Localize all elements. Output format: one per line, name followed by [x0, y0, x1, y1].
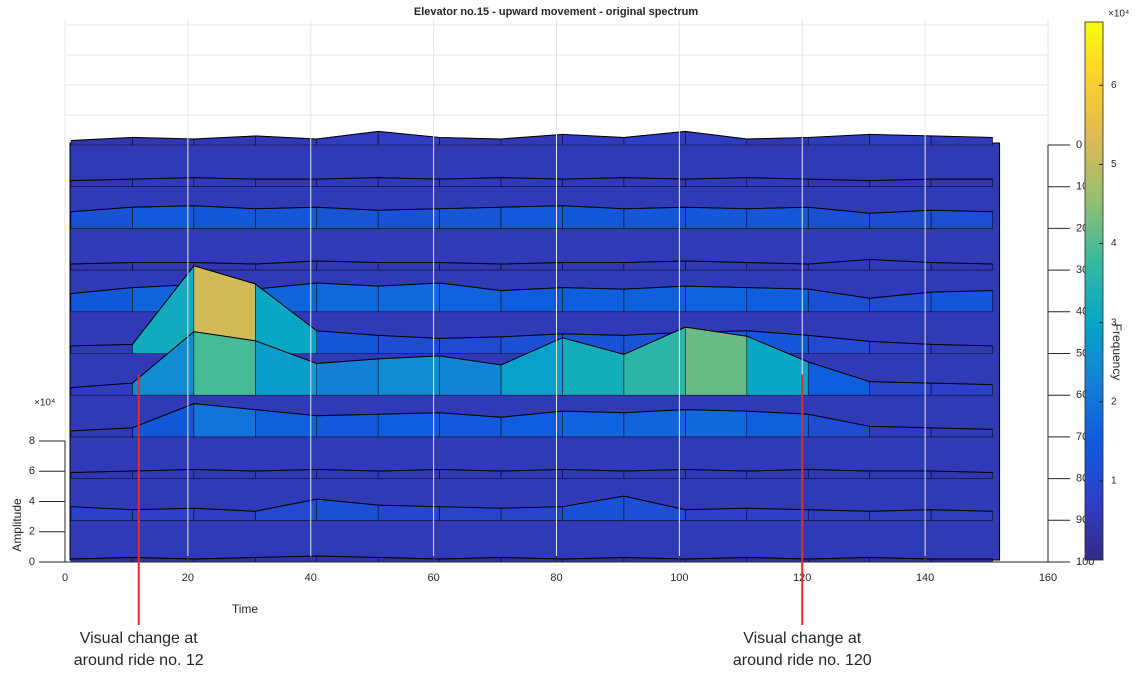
surface-patch [193, 331, 256, 396]
colorbar-tick-label: 2 [1111, 396, 1117, 407]
annotation-text: Visual change at [80, 630, 199, 647]
z-exponent: ×10⁴ [34, 398, 55, 409]
y-axis-label: Frequency [1110, 324, 1124, 381]
surface-row-line [70, 495, 993, 512]
surface-patch [685, 507, 748, 521]
surface-patch [439, 506, 502, 521]
y-tick-label: 0 [1076, 139, 1082, 151]
surface-patch [439, 336, 502, 354]
surface-patch [132, 205, 195, 229]
surface-patch [930, 290, 993, 313]
surface-patch [869, 381, 932, 396]
z-tick-label: 6 [29, 465, 35, 477]
annotation-text: around ride no. 120 [733, 652, 872, 669]
surface-patch [623, 206, 686, 229]
surface-patch [377, 355, 440, 396]
surface-patch [439, 206, 502, 229]
colorbar-tick-label: 5 [1111, 159, 1117, 170]
surface-patch [377, 282, 440, 313]
z-tick-label: 2 [29, 526, 35, 538]
surface-patch [623, 285, 686, 313]
surface-patch [255, 206, 318, 229]
surface-patch [685, 285, 748, 313]
x-tick-label: 100 [670, 572, 688, 584]
z-tick-label: 4 [29, 495, 35, 507]
surface-patch [562, 287, 625, 313]
surface-patch [562, 410, 625, 438]
surface-row-line [70, 130, 993, 141]
surface-row-line [70, 403, 993, 432]
x-axis-label: Time [232, 602, 259, 616]
surface-row-line [70, 469, 993, 474]
x-tick-label: 60 [428, 572, 440, 584]
x-tick-label: 0 [62, 572, 68, 584]
surface-patch [500, 287, 563, 313]
surface-patch [746, 507, 809, 521]
surface-patch [316, 358, 379, 396]
surface-patch [746, 410, 809, 438]
chart-title: Elevator no.15 - upward movement - origi… [414, 6, 698, 18]
surface-patch [685, 326, 748, 396]
colorbar [1084, 21, 1104, 561]
colorbar-tick-label: 1 [1111, 476, 1117, 487]
surface-row-line [70, 326, 993, 389]
surface-patch [316, 282, 379, 313]
surface-row-line [70, 265, 993, 347]
surface-patch [377, 262, 440, 271]
z-tick-label: 0 [29, 556, 35, 568]
surface-row-line [70, 555, 993, 560]
x-tick-label: 140 [916, 572, 934, 584]
surface-patch [377, 208, 440, 229]
x-tick-label: 20 [182, 572, 194, 584]
colorbar-tick-label: 6 [1111, 80, 1117, 91]
surface-row-line [70, 205, 993, 214]
surface-patch [685, 206, 748, 229]
surface-patch [930, 209, 993, 229]
x-tick-label: 40 [305, 572, 317, 584]
annotation-text: around ride no. 12 [74, 652, 204, 669]
surface-patch [930, 382, 993, 396]
surface-patch [377, 504, 440, 521]
surface-row-line [70, 177, 993, 182]
surface-patch [500, 205, 563, 229]
z-axis-label: Amplitude [10, 498, 24, 552]
surface-patch [562, 205, 625, 229]
surface-row-line [70, 259, 993, 265]
surface-patch [132, 262, 195, 271]
colorbar-tick-label: 4 [1111, 238, 1117, 249]
surface-patch [316, 413, 379, 438]
surface-patch [255, 178, 318, 187]
surface-patch [132, 507, 195, 521]
surface-patch [193, 205, 256, 229]
surface-patch [500, 506, 563, 521]
surface-patch [930, 178, 993, 187]
surface [69, 130, 1001, 563]
surface-patch [685, 409, 748, 438]
x-tick-label: 160 [1039, 572, 1057, 584]
z-tick-label: 8 [29, 435, 35, 447]
surface-patch [746, 287, 809, 313]
color-exponent: ×10⁴ [1108, 9, 1129, 20]
surface-patch [562, 262, 625, 271]
colorbar-tick-label: 3 [1111, 317, 1117, 328]
surface-patch [623, 409, 686, 438]
surface-patch [869, 470, 932, 479]
x-tick-label: 80 [550, 572, 562, 584]
surface-patch [746, 206, 809, 229]
surface-patch [377, 412, 440, 438]
surface-patch [316, 206, 379, 229]
annotation-text: Visual change at [743, 630, 862, 647]
